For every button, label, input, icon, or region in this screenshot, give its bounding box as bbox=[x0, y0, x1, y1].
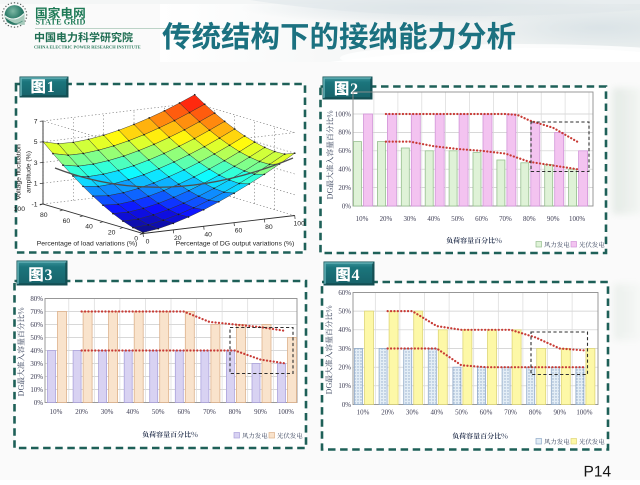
svg-text:CHINA ELECTRIC POWER RESEARCH: CHINA ELECTRIC POWER RESEARCH INSTITUTE bbox=[34, 44, 141, 49]
svg-text:STATE GRID: STATE GRID bbox=[36, 18, 86, 27]
